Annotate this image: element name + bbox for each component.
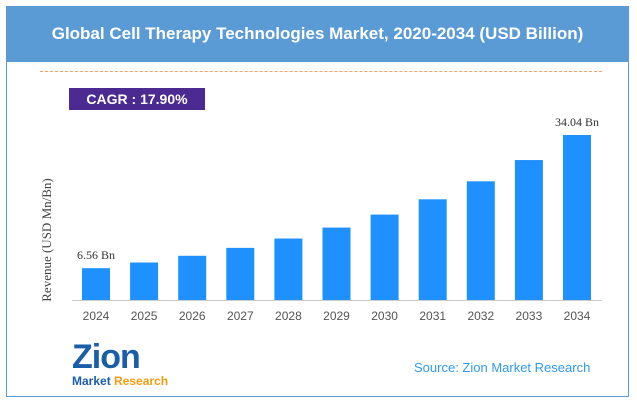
x-tick-label: 2027 <box>227 309 254 323</box>
x-tick-label: 2030 <box>371 309 398 323</box>
bar-2024 <box>82 268 110 300</box>
bar-2029 <box>322 227 351 300</box>
divider <box>40 71 602 72</box>
zion-logo: Zion Market Research <box>72 340 182 390</box>
chart-title: Global Cell Therapy Technologies Market,… <box>6 6 629 62</box>
bar-2032 <box>466 181 495 300</box>
x-tick-label: 2026 <box>179 309 206 323</box>
x-tick-label: 2025 <box>131 309 158 323</box>
x-tick-label: 2032 <box>467 309 494 323</box>
bar-2034 <box>563 135 591 300</box>
bar-2033 <box>514 160 543 300</box>
x-tick-label: 2028 <box>275 309 302 323</box>
data-label: 34.04 Bn <box>555 115 599 129</box>
x-tick-label: 2031 <box>419 309 446 323</box>
x-tick-label: 2034 <box>564 309 591 323</box>
x-tick-label: 2024 <box>83 309 110 323</box>
bar-2025 <box>130 262 159 300</box>
bar-2026 <box>178 255 207 300</box>
logo-market: Market <box>72 374 111 388</box>
logo-research: Research <box>114 374 169 388</box>
x-tick-label: 2029 <box>323 309 350 323</box>
bar-2027 <box>226 247 255 300</box>
source-text: Source: Zion Market Research <box>414 360 591 375</box>
cagr-badge: CAGR : 17.90% <box>69 88 205 110</box>
bar-2028 <box>274 238 303 300</box>
logo-text: Zion <box>72 338 141 376</box>
bar-2031 <box>418 199 447 300</box>
data-label: 6.56 Bn <box>77 248 115 262</box>
x-tick-label: 2033 <box>516 309 543 323</box>
bar-2030 <box>370 214 399 300</box>
